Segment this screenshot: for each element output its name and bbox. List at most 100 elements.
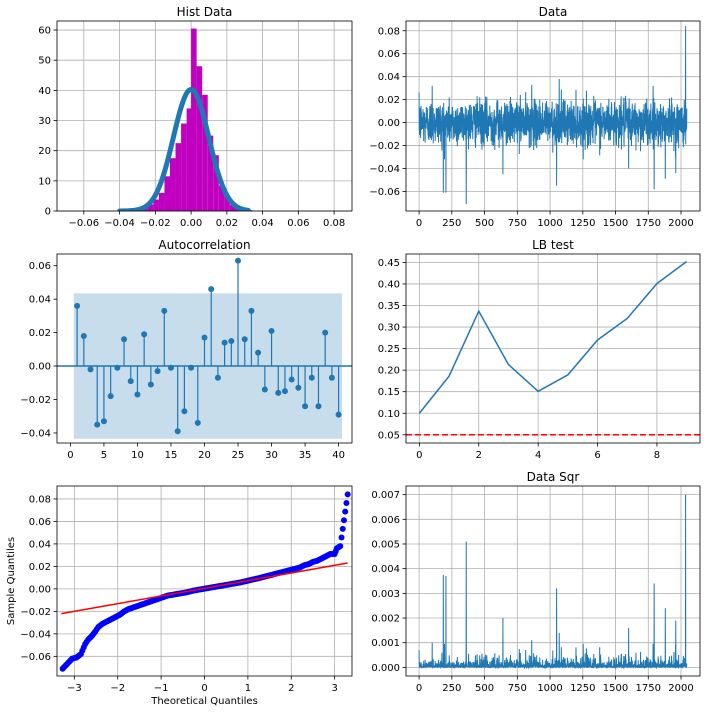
axes-frame — [405, 20, 701, 212]
hist-bar — [202, 94, 208, 211]
y-tick-label: 0.30 — [378, 323, 400, 334]
x-tick-label: 500 — [475, 218, 494, 229]
data-plot-area — [418, 26, 688, 205]
chart-title: Hist Data — [177, 5, 233, 19]
data-chart: 0 250 500 750 1000 1250 1500 1750 2000 −0.06 −0.04… — [369, 5, 701, 229]
acf-marker — [94, 421, 101, 428]
y-tick-label: 0.10 — [378, 409, 400, 420]
y-tick-label: 30 — [38, 116, 51, 127]
y-tick-label: 50 — [38, 56, 51, 67]
acf-marker — [261, 386, 268, 393]
y-tick-label: −0.02 — [369, 141, 400, 152]
y-tick-label: 0.02 — [29, 562, 51, 573]
qq-point — [338, 534, 345, 541]
acf-marker — [308, 374, 315, 381]
x-tick-label: 20 — [198, 450, 211, 461]
y-tick-label: 0.06 — [378, 49, 400, 60]
y-tick-label: 0.003 — [371, 589, 400, 600]
x-tick-label: 35 — [299, 450, 312, 461]
acf-marker — [188, 364, 195, 371]
acf-marker — [167, 364, 174, 371]
x-tick-label: −3 — [67, 683, 82, 694]
hist-bar — [153, 199, 159, 211]
x-tick-label: 0 — [67, 450, 73, 461]
acf-marker — [288, 376, 295, 383]
x-tick-label: 5 — [101, 450, 107, 461]
acf-marker — [154, 368, 161, 375]
chart-title: LB test — [532, 238, 574, 252]
y-tick-label: 0.006 — [371, 515, 400, 526]
normal-fit-curve — [117, 86, 251, 211]
acf-marker — [87, 366, 94, 373]
y-tick-label: 0.00 — [29, 362, 51, 373]
x-tick-label: 750 — [508, 218, 527, 229]
x-tick-label: 0.04 — [251, 218, 273, 229]
x-tick-label: 2000 — [668, 218, 693, 229]
acf-marker — [328, 374, 335, 381]
y-tick-label: −0.04 — [369, 164, 400, 175]
acf-marker — [255, 349, 262, 356]
acf-marker — [174, 428, 181, 435]
hist-bar — [181, 123, 187, 211]
sqr-chart: 0 250 500 750 1000 1250 1500 1750 2000 0.000 0.001… — [371, 470, 701, 694]
y-tick-label: 40 — [38, 86, 51, 97]
x-tick-label: 750 — [508, 683, 527, 694]
y-tick-label: 0.25 — [378, 344, 400, 355]
x-tick-label: 0 — [201, 683, 207, 694]
x-tick-label: 0 — [416, 683, 422, 694]
y-tick-label: −0.06 — [20, 652, 51, 663]
y-tick-label: 0.20 — [378, 366, 400, 377]
y-tick-label: 0.00 — [29, 584, 51, 595]
x-tick-label: 500 — [475, 683, 494, 694]
y-tick-label: 0.05 — [378, 430, 400, 441]
qq-point — [343, 500, 350, 507]
x-tick-label: −0.06 — [68, 218, 99, 229]
y-tick-label: 0 — [45, 207, 51, 218]
y-tick-label: −0.04 — [20, 428, 51, 439]
acf-marker — [281, 388, 288, 395]
hist-bar — [196, 66, 203, 211]
x-tick-label: 0.00 — [180, 218, 202, 229]
x-tick-label: 1250 — [570, 683, 595, 694]
x-tick-label: 4 — [535, 450, 541, 461]
acf-marker — [114, 364, 121, 371]
acf-marker — [322, 329, 329, 336]
hist-bar — [218, 185, 225, 211]
x-tick-label: 1750 — [636, 218, 661, 229]
hist-bar — [229, 204, 236, 211]
qq-point — [337, 543, 344, 550]
chart-title: Autocorrelation — [158, 238, 250, 252]
x-tick-label: 250 — [442, 683, 461, 694]
y-tick-label: −0.06 — [369, 187, 400, 198]
acf-marker — [302, 403, 309, 410]
x-tick-label: 1250 — [570, 218, 595, 229]
y-tick-label: 0.04 — [29, 295, 51, 306]
x-tick-label: 1750 — [636, 683, 661, 694]
hist-bar — [186, 108, 193, 211]
x-tick-label: 0.08 — [323, 218, 345, 229]
x-tick-label: 1500 — [603, 218, 628, 229]
sqr-plot-area — [418, 494, 688, 670]
acf-marker — [241, 336, 248, 343]
y-tick-label: 0.007 — [371, 490, 400, 501]
y-tick-label: 0.00 — [378, 118, 400, 129]
y-tick-label: 10 — [38, 176, 51, 187]
y-tick-label: 0.002 — [371, 614, 400, 625]
acf-marker — [107, 393, 114, 400]
x-tick-label: −2 — [110, 683, 125, 694]
x-tick-label: 30 — [265, 450, 278, 461]
x-tick-label: 0 — [416, 218, 422, 229]
acf-marker — [80, 332, 87, 339]
y-tick-label: 0.45 — [378, 258, 400, 269]
acf-marker — [181, 408, 188, 415]
acf-plot-area — [57, 257, 352, 439]
hist-bar — [213, 155, 219, 211]
x-tick-label: 6 — [594, 450, 600, 461]
hist-bar — [207, 135, 214, 211]
axes-frame — [405, 485, 701, 677]
acf-marker — [127, 378, 134, 385]
lb-pvalue-line — [418, 260, 688, 414]
acf-marker — [221, 339, 228, 346]
y-tick-label: 0.06 — [29, 261, 51, 272]
